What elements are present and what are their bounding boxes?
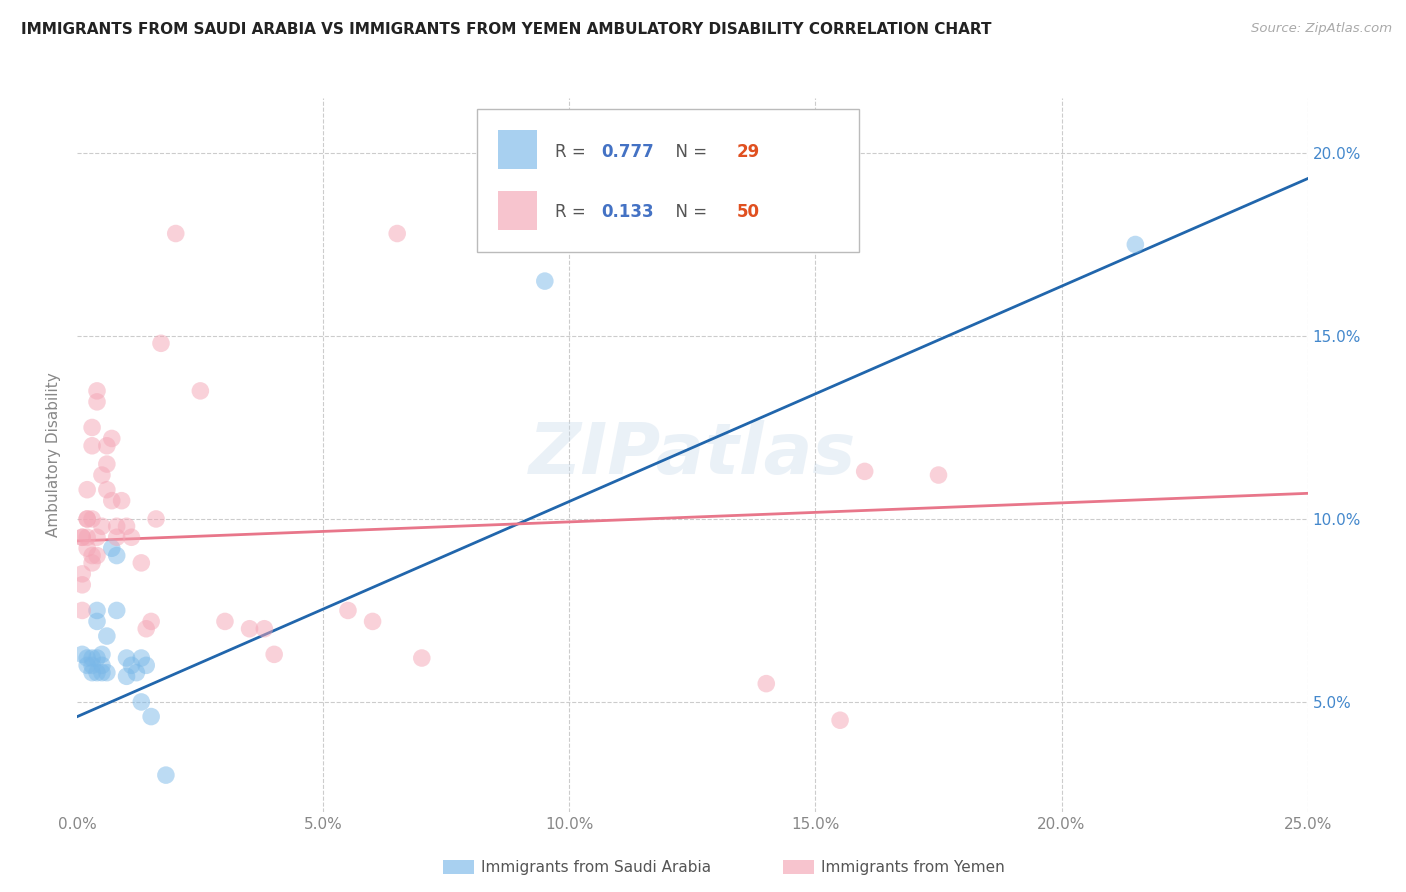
Text: R =: R = — [555, 203, 591, 221]
Point — [830, 713, 852, 727]
Point — [86, 530, 108, 544]
Point — [76, 541, 98, 556]
Text: ZIPatlas: ZIPatlas — [529, 420, 856, 490]
Point — [105, 603, 128, 617]
Point — [76, 512, 98, 526]
Point — [82, 556, 104, 570]
Text: 29: 29 — [737, 143, 761, 161]
Point — [90, 468, 114, 483]
Point — [253, 622, 276, 636]
Text: R =: R = — [555, 143, 591, 161]
Point — [82, 658, 104, 673]
Point — [105, 519, 128, 533]
Point — [239, 622, 262, 636]
Point — [115, 519, 138, 533]
Point — [70, 566, 93, 581]
Point — [86, 615, 108, 629]
Point — [131, 651, 153, 665]
Point — [76, 651, 98, 665]
Point — [105, 549, 128, 563]
Point — [1125, 237, 1147, 252]
Point — [101, 432, 124, 446]
Point — [70, 578, 93, 592]
Y-axis label: Ambulatory Disability: Ambulatory Disability — [46, 373, 62, 537]
Point — [141, 709, 163, 723]
Point — [135, 658, 157, 673]
Text: 0.133: 0.133 — [602, 203, 654, 221]
Point — [534, 274, 557, 288]
Point — [145, 512, 167, 526]
Point — [90, 519, 114, 533]
Point — [131, 556, 153, 570]
Point — [86, 665, 108, 680]
Point — [115, 669, 138, 683]
Point — [101, 541, 124, 556]
Point — [755, 676, 778, 690]
Text: N =: N = — [665, 143, 713, 161]
Text: N =: N = — [665, 203, 713, 221]
Point — [82, 420, 104, 434]
Point — [131, 695, 153, 709]
Text: 50: 50 — [737, 203, 759, 221]
Point — [86, 395, 108, 409]
Point — [82, 651, 104, 665]
Point — [96, 457, 118, 471]
Point — [82, 665, 104, 680]
Point — [76, 512, 98, 526]
Point — [96, 483, 118, 497]
Point — [86, 384, 108, 398]
Point — [387, 227, 409, 241]
Point — [111, 493, 132, 508]
Point — [105, 530, 128, 544]
Point — [96, 665, 118, 680]
Point — [361, 615, 384, 629]
FancyBboxPatch shape — [477, 109, 859, 252]
Text: Immigrants from Saudi Arabia: Immigrants from Saudi Arabia — [481, 860, 711, 874]
FancyBboxPatch shape — [498, 191, 537, 230]
Point — [121, 530, 143, 544]
Point — [86, 549, 108, 563]
Point — [135, 622, 157, 636]
Point — [214, 615, 236, 629]
Text: Immigrants from Yemen: Immigrants from Yemen — [821, 860, 1005, 874]
Point — [86, 603, 108, 617]
Point — [190, 384, 212, 398]
Point — [70, 530, 93, 544]
Point — [70, 530, 93, 544]
Point — [101, 493, 124, 508]
Point — [70, 603, 93, 617]
Point — [125, 665, 148, 680]
Point — [928, 468, 950, 483]
Point — [141, 615, 163, 629]
Point — [90, 665, 114, 680]
Point — [411, 651, 433, 665]
Point — [90, 658, 114, 673]
Point — [121, 658, 143, 673]
Point — [70, 648, 93, 662]
Point — [853, 464, 876, 478]
Text: Source: ZipAtlas.com: Source: ZipAtlas.com — [1251, 22, 1392, 36]
Point — [150, 336, 173, 351]
Text: 0.777: 0.777 — [602, 143, 654, 161]
Point — [90, 648, 114, 662]
Point — [82, 439, 104, 453]
Point — [96, 439, 118, 453]
Point — [115, 651, 138, 665]
FancyBboxPatch shape — [498, 130, 537, 169]
Point — [82, 549, 104, 563]
Point — [76, 530, 98, 544]
Point — [263, 648, 285, 662]
Point — [76, 658, 98, 673]
Point — [337, 603, 360, 617]
Point — [86, 651, 108, 665]
Point — [76, 483, 98, 497]
Point — [96, 629, 118, 643]
Point — [165, 227, 187, 241]
Text: IMMIGRANTS FROM SAUDI ARABIA VS IMMIGRANTS FROM YEMEN AMBULATORY DISABILITY CORR: IMMIGRANTS FROM SAUDI ARABIA VS IMMIGRAN… — [21, 22, 991, 37]
Point — [155, 768, 177, 782]
Point — [82, 512, 104, 526]
